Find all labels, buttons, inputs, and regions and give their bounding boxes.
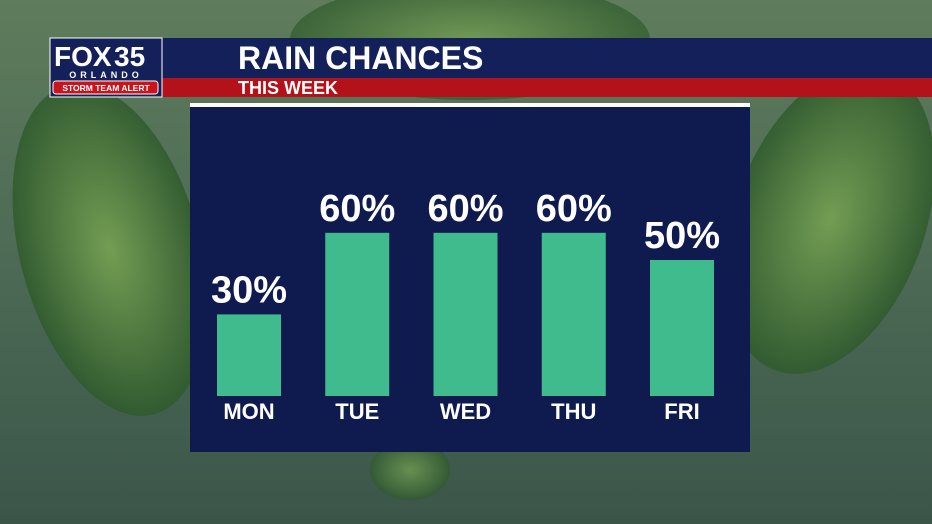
bar	[217, 314, 281, 396]
chart-subtitle: THIS WEEK	[238, 78, 338, 98]
x-tick-label: WED	[440, 399, 491, 424]
value-label: 30%	[211, 269, 287, 311]
value-label: 60%	[536, 188, 612, 230]
alert-pill	[52, 80, 159, 95]
logo-channel: 35	[114, 41, 145, 72]
leaf	[725, 66, 932, 374]
logo-city: ORLANDO	[69, 70, 143, 80]
bar	[433, 232, 498, 396]
value-label: 50%	[644, 215, 720, 257]
value-label: 60%	[427, 188, 503, 230]
bar	[541, 232, 606, 396]
bar	[650, 260, 714, 396]
leaf	[370, 440, 450, 500]
value-label: 60%	[319, 188, 395, 230]
bar	[325, 232, 390, 396]
chart-title: RAIN CHANCES	[238, 40, 483, 76]
x-tick-label: TUE	[335, 399, 379, 424]
header-band	[160, 38, 932, 78]
subheader-band	[160, 78, 932, 97]
panel-rule	[190, 103, 750, 107]
x-tick-label: FRI	[664, 399, 699, 424]
x-tick-label: MON	[223, 399, 274, 424]
logo-alert: STORM TEAM ALERT	[62, 83, 150, 93]
leaf	[12, 84, 208, 416]
logo-network: FOX	[54, 41, 112, 72]
x-tick-label: THU	[551, 399, 596, 424]
